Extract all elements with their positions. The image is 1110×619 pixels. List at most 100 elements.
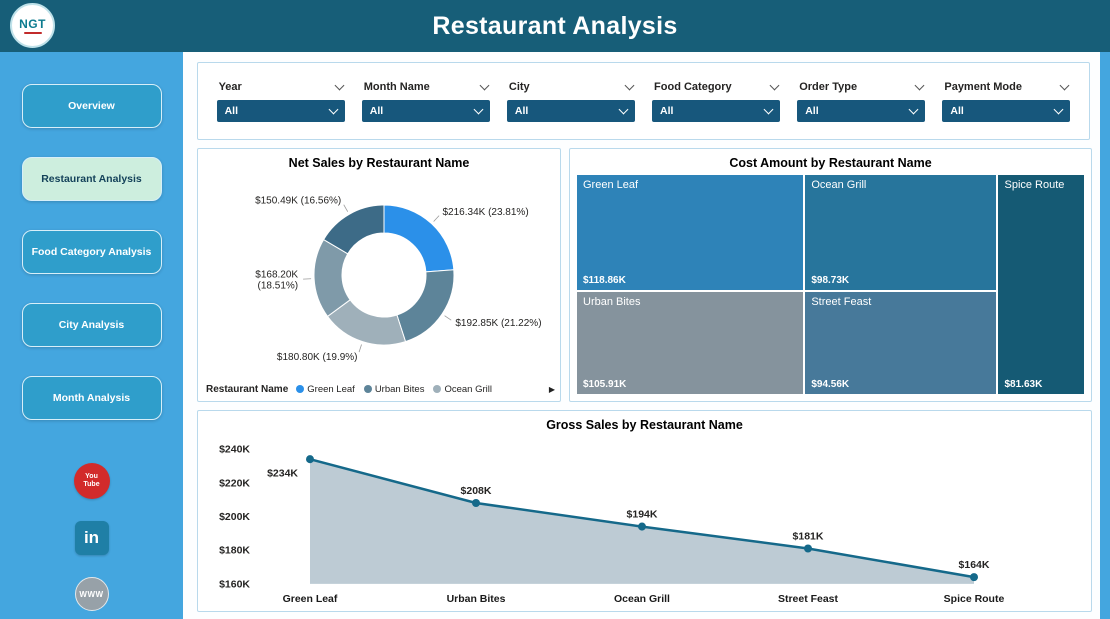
filter-label: Month Name	[363, 80, 430, 93]
sidebar-item-restaurant-analysis[interactable]: Restaurant Analysis	[21, 157, 162, 201]
filter-dropdown-payment-mode[interactable]: All	[942, 99, 1071, 122]
filter-selected-value: All	[660, 104, 674, 117]
legend-dot	[296, 385, 305, 393]
area-chart: $240K $220K $200K $180K $160K $234K Green Leaf…	[202, 435, 1087, 608]
data-point-green-leaf[interactable]	[306, 455, 314, 464]
y-axis-tick-label: $160K	[219, 578, 250, 590]
chevron-down-icon[interactable]	[624, 80, 635, 90]
donut-chart: $216.34K (23.81%) $192.85K (21.22%) $180.8…	[198, 173, 560, 379]
chevron-down-icon	[1053, 104, 1064, 114]
legend-dot	[433, 385, 442, 393]
sidebar-item-city-analysis[interactable]: City Analysis	[21, 303, 162, 347]
legend-item-ocean-grill[interactable]: Ocean Grill	[433, 384, 492, 395]
x-axis-label: Spice Route	[944, 593, 1005, 605]
treemap-cell-spice-route[interactable]: Spice Route $81.63K	[998, 175, 1084, 394]
chevron-down-icon[interactable]	[914, 80, 925, 90]
donut-data-label: $180.80K (19.9%)	[277, 352, 358, 363]
main-content: Year All Month Name All City All Food Category…	[183, 52, 1100, 619]
legend-label: Urban Bites	[374, 383, 425, 395]
legend-title: Restaurant Name	[206, 383, 289, 395]
donut-slice-spice-route[interactable]	[322, 204, 385, 255]
net-sales-title: Net Sales by Restaurant Name	[288, 156, 470, 170]
legend-item-green-leaf[interactable]: Green Leaf	[296, 384, 355, 395]
point-data-label: $234K	[267, 467, 298, 479]
treemap-column: Ocean Grill $98.73K Street Feast $94.56K	[805, 175, 997, 394]
youtube-icon-text: You	[85, 472, 98, 480]
chevron-down-icon[interactable]	[479, 80, 490, 90]
linkedin-icon-text: in	[83, 528, 100, 547]
donut-data-label: $150.49K (16.56%)	[255, 195, 341, 206]
filter-label: City	[508, 80, 530, 93]
point-data-label: $164K	[959, 559, 990, 571]
net-sales-panel: Net Sales by Restaurant Name $216.34K (2…	[197, 148, 561, 402]
data-point-street-feast[interactable]	[804, 544, 812, 553]
chevron-down-icon	[328, 104, 339, 114]
treemap-cell-ocean-grill[interactable]: Ocean Grill $98.73K	[805, 175, 997, 291]
chevron-down-icon[interactable]	[1059, 80, 1070, 90]
donut-slice-urban-bites[interactable]	[396, 269, 455, 343]
filter-label-row: Year	[217, 80, 345, 93]
filter-month-name: Month Name All	[361, 80, 490, 122]
legend-scroll-arrow-icon[interactable]: ▶	[548, 384, 555, 394]
filter-label-row: Month Name	[362, 80, 490, 93]
youtube-icon[interactable]: You Tube	[73, 463, 110, 499]
donut-data-label: $216.34K (23.81%)	[442, 207, 528, 218]
treemap-cell-value: $118.86K	[583, 275, 626, 287]
app-logo: NGT	[10, 3, 55, 48]
legend-label: Green Leaf	[307, 383, 355, 395]
filter-dropdown-year[interactable]: All	[216, 99, 345, 122]
filter-dropdown-order-type[interactable]: All	[797, 99, 926, 122]
treemap-cell-urban-bites[interactable]: Urban Bites $105.91K	[577, 292, 804, 394]
data-point-ocean-grill[interactable]	[638, 522, 646, 531]
treemap-cell-street-feast[interactable]: Street Feast $94.56K	[805, 292, 997, 394]
web-icon-text: WWW	[79, 589, 104, 599]
filter-payment-mode: Payment Mode All	[942, 80, 1071, 122]
filter-label: Order Type	[799, 80, 858, 93]
legend-item-urban-bites[interactable]: Urban Bites	[363, 383, 425, 395]
donut-legend: Restaurant Name Green Leaf Urban Bites Oce…	[206, 380, 555, 398]
sidebar-item-month-analysis[interactable]: Month Analysis	[21, 376, 162, 420]
data-point-urban-bites[interactable]	[472, 498, 480, 508]
point-data-label: $208K	[461, 485, 492, 497]
x-axis-label: Urban Bites	[447, 593, 506, 605]
gross-sales-panel: Gross Sales by Restaurant Name $240K $220…	[197, 410, 1092, 612]
page-title: Restaurant Analysis	[432, 12, 678, 40]
treemap: Green Leaf $118.86K Urban Bites $105.91K Oce…	[577, 175, 1084, 394]
filter-food-category: Food Category All	[652, 80, 781, 122]
chevron-down-icon[interactable]	[334, 80, 345, 90]
treemap-cell-value: $105.91K	[583, 379, 627, 390]
sidebar-item-overview[interactable]: Overview	[21, 84, 162, 128]
area-fill	[310, 459, 974, 584]
cost-amount-title: Cost Amount by Restaurant Name	[729, 156, 932, 170]
data-point-spice-route[interactable]	[970, 573, 978, 582]
filter-dropdown-city[interactable]: All	[506, 99, 635, 122]
treemap-cell-green-leaf[interactable]: Green Leaf $118.86K	[577, 175, 804, 291]
x-axis-label: Street Feast	[778, 593, 839, 605]
treemap-cell-value: $81.63K	[1004, 379, 1043, 390]
legend-label: Ocean Grill	[444, 383, 492, 395]
filter-selected-value: All	[369, 104, 384, 117]
filter-dropdown-food-category[interactable]: All	[652, 99, 781, 122]
filter-order-type: Order Type All	[797, 80, 926, 122]
header: NGT Restaurant Analysis	[0, 0, 1110, 52]
treemap-cell-name: Street Feast	[811, 296, 872, 309]
treemap-cell-name: Green Leaf	[583, 179, 639, 191]
filter-selected-value: All	[514, 104, 529, 117]
chevron-down-icon	[908, 104, 919, 114]
donut-legend-items: Green Leaf Urban Bites Ocean Grill	[296, 384, 492, 395]
y-axis-tick-label: $240K	[219, 444, 250, 456]
filter-dropdown-month-name[interactable]: All	[361, 99, 490, 122]
treemap-column: Green Leaf $118.86K Urban Bites $105.91K	[577, 175, 804, 394]
chevron-down-icon[interactable]	[769, 80, 780, 90]
donut-data-label: $192.85K (21.22%)	[455, 318, 541, 329]
chevron-down-icon	[618, 104, 629, 114]
sidebar-item-food-category-analysis[interactable]: Food Category Analysis	[21, 230, 162, 274]
filter-selected-value: All	[805, 104, 819, 117]
logo-text: NGT	[19, 16, 46, 31]
filter-selected-value: All	[224, 104, 238, 117]
y-axis-tick-label: $220K	[219, 477, 250, 489]
linkedin-icon[interactable]: in	[74, 521, 109, 555]
web-icon[interactable]: WWW	[74, 577, 109, 611]
x-axis-label: Ocean Grill	[614, 593, 670, 605]
y-axis-tick-label: $200K	[219, 511, 250, 523]
